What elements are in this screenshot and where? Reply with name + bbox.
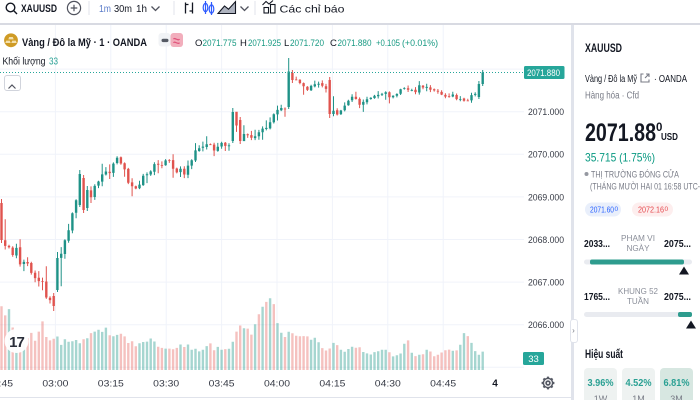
svg-text:TUẦN: TUẦN bbox=[627, 296, 649, 306]
svg-text:+0.105: +0.105 bbox=[376, 38, 400, 49]
svg-text:1m: 1m bbox=[99, 3, 111, 15]
svg-text:33: 33 bbox=[49, 57, 58, 68]
svg-text:04:15: 04:15 bbox=[319, 379, 345, 390]
svg-text:2071.60: 2071.60 bbox=[590, 205, 614, 215]
svg-text:H: H bbox=[240, 38, 247, 49]
svg-text:L: L bbox=[284, 38, 289, 49]
svg-text:2075...: 2075... bbox=[664, 291, 691, 303]
svg-text:03:00: 03:00 bbox=[42, 379, 68, 390]
svg-text:Hiệu suất: Hiệu suất bbox=[585, 347, 623, 361]
svg-text:2067.000: 2067.000 bbox=[528, 278, 564, 289]
svg-text:(+0.01%): (+0.01%) bbox=[402, 38, 438, 49]
svg-text:2066.000: 2066.000 bbox=[528, 320, 564, 331]
svg-text:· OANDA: · OANDA bbox=[654, 74, 687, 85]
svg-text:17: 17 bbox=[9, 334, 24, 351]
svg-text:3.96%: 3.96% bbox=[588, 377, 615, 389]
svg-text:33: 33 bbox=[528, 354, 539, 365]
svg-text:Khối lượng: Khối lượng bbox=[3, 56, 46, 68]
svg-text:2071.925: 2071.925 bbox=[248, 38, 281, 49]
svg-text:02:45: 02:45 bbox=[0, 379, 13, 390]
svg-text:THỊ TRƯỜNG ĐÓNG CỬA: THỊ TRƯỜNG ĐÓNG CỬA bbox=[591, 169, 679, 180]
svg-text:1765...: 1765... bbox=[584, 291, 610, 303]
svg-text:3M: 3M bbox=[670, 394, 683, 400]
svg-text:30m: 30m bbox=[114, 3, 132, 15]
svg-text:Vàng / Đô la Mỹ · 1 · OANDA: Vàng / Đô la Mỹ · 1 · OANDA bbox=[22, 37, 147, 49]
svg-text:0: 0 bbox=[656, 122, 662, 134]
svg-text:XAUUSD: XAUUSD bbox=[21, 3, 57, 15]
svg-text:NGÀY: NGÀY bbox=[627, 243, 650, 253]
svg-text:2071.720: 2071.720 bbox=[290, 38, 324, 49]
svg-text:Vàng / Đô la Mỹ: Vàng / Đô la Mỹ bbox=[585, 74, 637, 85]
svg-text:XAUUSD: XAUUSD bbox=[585, 43, 622, 55]
svg-text:KHUNG 52: KHUNG 52 bbox=[618, 286, 658, 296]
svg-text:0: 0 bbox=[665, 206, 669, 213]
svg-text:2033...: 2033... bbox=[584, 238, 610, 250]
svg-text:2071.880: 2071.880 bbox=[527, 68, 560, 79]
svg-text:1W: 1W bbox=[594, 394, 608, 400]
svg-text:2071.880: 2071.880 bbox=[338, 38, 372, 49]
svg-text:PHẠM VI: PHẠM VI bbox=[621, 233, 655, 243]
svg-text:2075...: 2075... bbox=[664, 238, 691, 250]
svg-text:2070.000: 2070.000 bbox=[528, 150, 564, 161]
svg-text:2071.775: 2071.775 bbox=[203, 38, 237, 49]
svg-text:4: 4 bbox=[492, 379, 498, 390]
svg-text:2072.16: 2072.16 bbox=[638, 205, 664, 215]
svg-text:2071.88: 2071.88 bbox=[585, 119, 656, 147]
svg-text:04:45: 04:45 bbox=[430, 379, 456, 390]
svg-text:4.52%: 4.52% bbox=[626, 377, 653, 389]
svg-text:6.81%: 6.81% bbox=[664, 377, 691, 389]
svg-text:03:15: 03:15 bbox=[98, 379, 124, 390]
svg-text:O: O bbox=[195, 38, 202, 49]
svg-text:2069.000: 2069.000 bbox=[528, 192, 564, 203]
svg-text:03:30: 03:30 bbox=[153, 379, 179, 390]
svg-text:1h: 1h bbox=[136, 3, 147, 15]
svg-text:04:00: 04:00 bbox=[264, 379, 290, 390]
svg-text:USD: USD bbox=[661, 132, 678, 143]
svg-text:Hàng hóa · Cfd: Hàng hóa · Cfd bbox=[585, 91, 639, 102]
svg-text:1M: 1M bbox=[632, 394, 645, 400]
svg-text:Các chỉ báo: Các chỉ báo bbox=[280, 4, 345, 16]
svg-text:C: C bbox=[330, 38, 337, 49]
svg-text:03:45: 03:45 bbox=[209, 379, 235, 390]
svg-text:04:30: 04:30 bbox=[375, 379, 401, 390]
svg-text:2071.000: 2071.000 bbox=[528, 107, 564, 118]
svg-text:(THÁNG MƯỜI HAI 01 16:58 UTC-5: (THÁNG MƯỜI HAI 01 16:58 UTC-5 bbox=[590, 182, 700, 192]
svg-text:2068.000: 2068.000 bbox=[528, 235, 564, 246]
svg-text:35.715 (1.75%): 35.715 (1.75%) bbox=[585, 151, 655, 165]
svg-text:0: 0 bbox=[615, 206, 619, 213]
